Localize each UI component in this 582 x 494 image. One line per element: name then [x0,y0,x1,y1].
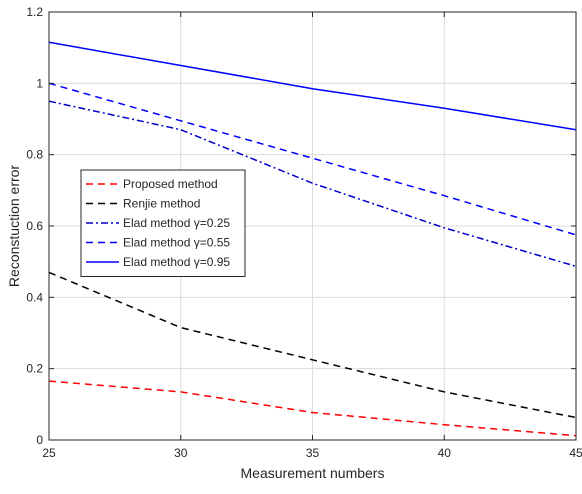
y-tick-label: 1.2 [26,5,43,19]
y-axis-label: Reconstuction error [6,165,22,288]
legend-label-3: Elad method γ=0.25 [123,216,230,230]
series-line-4 [48,82,577,236]
legend: Proposed method Renjie method Elad method … [80,169,246,277]
legend-label-5: Elad method γ=0.95 [123,255,230,269]
series-lines [48,41,577,437]
legend-label-1: Proposed method [123,177,218,191]
series-line-5 [48,41,577,131]
y-tick-label: 0.4 [26,290,43,304]
series-line-2 [48,271,577,419]
series-line-3 [48,100,577,268]
y-tick-label: 0 [36,433,43,447]
axis-ticks: 25 30 35 40 45 0 0.2 0.4 0.6 0.8 1 1.2 [26,5,582,460]
legend-label-2: Renjie method [123,197,200,211]
y-tick-label: 0.8 [26,148,43,162]
y-tick-label: 1 [36,76,43,90]
legend-box [80,169,246,277]
x-tick-label: 40 [438,446,452,460]
x-tick-label: 35 [306,446,320,460]
x-axis-label: Measurement numbers [241,465,385,481]
legend-label-4: Elad method γ=0.55 [123,236,230,250]
x-tick-label: 45 [569,446,582,460]
y-tick-label: 0.6 [26,219,43,233]
grid [49,12,576,440]
x-tick-label: 30 [174,446,188,460]
y-tick-label: 0.2 [26,362,43,376]
x-tick-label: 25 [42,446,56,460]
series-line-1 [48,380,577,437]
